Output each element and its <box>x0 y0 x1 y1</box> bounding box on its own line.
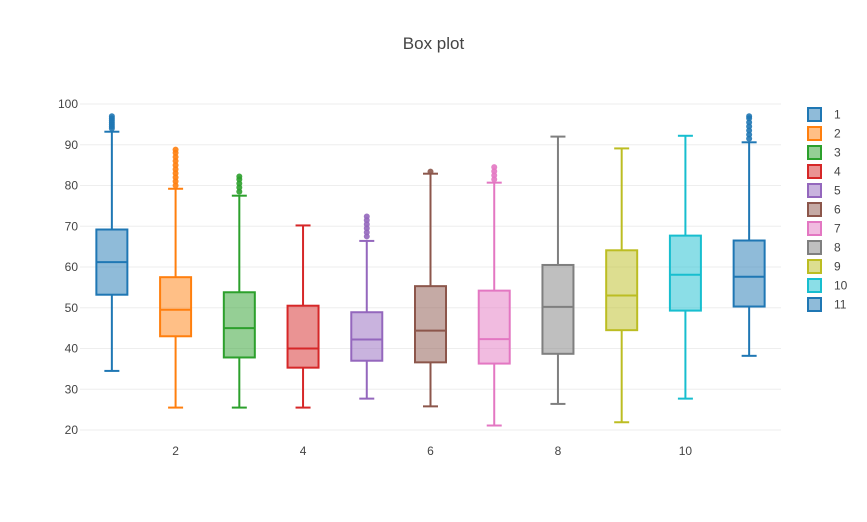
legend[interactable]: 1 2 3 4 5 6 7 8 9 10 11 <box>807 107 848 312</box>
outlier-point <box>108 113 115 120</box>
box-iqr <box>414 285 447 364</box>
legend-item-7[interactable]: 7 <box>807 221 841 236</box>
legend-swatch <box>807 145 822 160</box>
box-iqr <box>668 234 702 312</box>
legend-label: 10 <box>834 279 848 293</box>
box-series <box>668 134 702 400</box>
x-tick-label: 10 <box>679 444 693 458</box>
legend-label: 11 <box>834 298 847 312</box>
axis-layer: 20 30 40 50 60 70 80 90 100 2 4 6 8 10 <box>58 97 692 458</box>
legend-swatch <box>807 240 822 255</box>
y-tick-label: 70 <box>65 219 79 233</box>
legend-item-8[interactable]: 8 <box>807 240 841 255</box>
box-iqr <box>605 249 639 332</box>
legend-label: 8 <box>834 241 841 255</box>
legend-item-4[interactable]: 4 <box>807 164 841 179</box>
legend-label: 1 <box>834 108 841 122</box>
x-tick-label: 6 <box>427 444 434 458</box>
legend-label: 2 <box>834 127 841 141</box>
box-iqr <box>732 239 766 308</box>
legend-item-1[interactable]: 1 <box>807 107 841 122</box>
y-tick-label: 60 <box>65 260 79 274</box>
box-series <box>286 224 320 409</box>
y-tick-label: 20 <box>65 423 79 437</box>
legend-item-5[interactable]: 5 <box>807 183 841 198</box>
y-tick-label: 50 <box>65 301 79 315</box>
y-tick-label: 80 <box>65 179 79 193</box>
box-series <box>605 147 639 424</box>
legend-label: 6 <box>834 203 841 217</box>
box-layer <box>95 113 766 427</box>
legend-item-2[interactable]: 2 <box>807 126 841 141</box>
box-iqr <box>286 304 320 369</box>
outlier-point <box>363 213 370 220</box>
legend-item-9[interactable]: 9 <box>807 259 841 274</box>
box-iqr <box>159 276 193 338</box>
legend-swatch <box>807 278 822 293</box>
legend-label: 4 <box>834 165 841 179</box>
box-series <box>477 164 511 427</box>
outlier-point <box>236 173 243 180</box>
x-tick-label: 4 <box>300 444 307 458</box>
legend-swatch <box>807 183 822 198</box>
outlier-point <box>491 164 498 171</box>
legend-swatch <box>807 297 822 312</box>
legend-label: 3 <box>834 146 841 160</box>
box-series <box>541 135 575 405</box>
legend-item-3[interactable]: 3 <box>807 145 841 160</box>
box-series <box>95 113 129 372</box>
box-iqr <box>222 291 256 359</box>
box-series <box>732 113 766 357</box>
legend-label: 7 <box>834 222 841 236</box>
y-tick-label: 30 <box>65 382 79 396</box>
chart-title: Box plot <box>402 34 465 53</box>
legend-item-6[interactable]: 6 <box>807 202 841 217</box>
x-tick-label: 8 <box>555 444 562 458</box>
y-tick-label: 40 <box>65 342 79 356</box>
box-series <box>414 168 447 408</box>
legend-swatch <box>807 221 822 236</box>
x-tick-label: 2 <box>172 444 179 458</box>
legend-item-11[interactable]: 11 <box>807 297 847 312</box>
legend-label: 5 <box>834 184 841 198</box>
box-series <box>350 213 384 400</box>
box-series <box>222 173 256 409</box>
legend-swatch <box>807 107 822 122</box>
legend-swatch <box>807 259 822 274</box>
box-iqr <box>350 311 384 362</box>
outlier-point <box>172 146 179 153</box>
box-iqr <box>477 289 511 365</box>
legend-swatch <box>807 202 822 217</box>
legend-swatch <box>807 126 822 141</box>
y-tick-label: 90 <box>65 138 79 152</box>
outlier-point <box>746 113 753 120</box>
box-iqr <box>541 263 575 355</box>
y-tick-label: 100 <box>58 97 78 111</box>
legend-label: 9 <box>834 260 841 274</box>
legend-swatch <box>807 164 822 179</box>
box-series <box>159 146 193 409</box>
legend-item-10[interactable]: 10 <box>807 278 848 293</box>
outlier-point <box>427 168 434 175</box>
